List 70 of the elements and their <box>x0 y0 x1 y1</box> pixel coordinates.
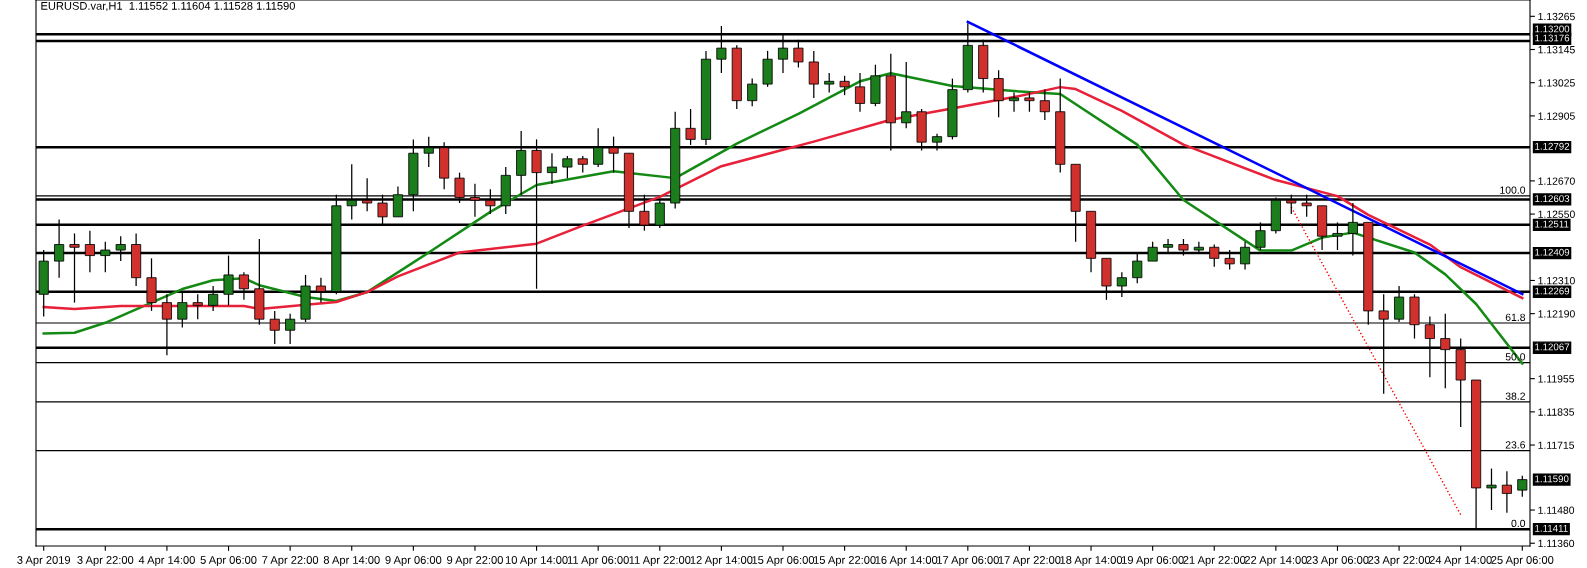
candlestick <box>1501 470 1512 514</box>
y-tick-label: 1.12190 <box>1538 310 1575 318</box>
candlestick <box>854 72 866 113</box>
candlestick <box>808 50 819 99</box>
candlestick <box>901 61 912 129</box>
y-tick-label: 1.11715 <box>1538 441 1575 449</box>
ref-line-label: 1.12603 <box>1535 195 1570 203</box>
ref-line-label: 1.12511 <box>1535 220 1569 228</box>
x-tick-label: 8 Apr 14:00 <box>323 556 380 567</box>
candlestick <box>747 77 758 107</box>
candlestick <box>562 155 573 179</box>
x-tick-label: 3 Apr 22:00 <box>77 556 134 567</box>
x-tick-label: 19 Apr 06:00 <box>1121 556 1184 567</box>
x-tick-label: 9 Apr 22:00 <box>447 556 503 567</box>
line-series <box>42 85 1524 311</box>
ref-line-label: 1.13176 <box>1535 34 1570 42</box>
x-tick-label: 17 Apr 22:00 <box>998 556 1061 567</box>
candlestick <box>1039 88 1050 121</box>
x-tick-label: 3 Apr 2019 <box>17 556 71 567</box>
x-tick-label: 23 Apr 06:00 <box>1306 556 1369 567</box>
ref-line-label: 1.11411 <box>1535 524 1568 532</box>
x-tick-label: 22 Apr 14:00 <box>1244 556 1307 567</box>
x-tick-label: 11 Apr 22:00 <box>629 556 691 567</box>
x-tick-label: 17 Apr 06:00 <box>937 556 999 567</box>
x-tick-label: 18 Apr 14:00 <box>1060 556 1123 567</box>
x-tick-label: 21 Apr 22:00 <box>1183 556 1246 567</box>
y-tick-label: 1.13265 <box>1538 12 1575 21</box>
annotation: 38.2 <box>1505 392 1525 400</box>
line-series <box>42 72 1524 365</box>
candlestick <box>824 72 835 94</box>
x-tick-label: 24 Apr 14:00 <box>1429 556 1492 567</box>
y-tick-label: 1.12310 <box>1538 276 1575 285</box>
candlestick <box>993 69 1004 118</box>
x-tick-label: 10 Apr 14:00 <box>505 556 568 567</box>
candlestick <box>1008 91 1020 113</box>
chart-title: EURUSD.var,H1 1.11552 1.11604 1.11528 1.11590 <box>41 1 295 12</box>
y-tick-label: 1.11480 <box>1538 506 1575 514</box>
candlestick <box>1024 91 1035 113</box>
x-tick-label: 25 Apr 06:00 <box>1491 556 1554 567</box>
x-tick-label: 23 Apr 22:00 <box>1368 556 1431 567</box>
y-tick-label: 1.12550 <box>1538 210 1575 218</box>
x-tick-label: 16 Apr 14:00 <box>875 556 938 567</box>
x-tick-label: 12 Apr 14:00 <box>690 556 753 567</box>
annotation: 0.0 <box>1511 519 1526 528</box>
candlestick <box>546 152 558 185</box>
x-tick-label: 7 Apr 22:00 <box>262 556 319 567</box>
y-tick-label: 1.13145 <box>1538 46 1575 54</box>
annotation: 100.0 <box>1500 186 1526 194</box>
y-tick-label: 1.11955 <box>1538 375 1575 383</box>
y-tick-label: 1.11835 <box>1538 408 1575 416</box>
candlestick <box>1486 467 1497 511</box>
ref-line-label: 1.12269 <box>1535 287 1570 295</box>
y-tick-label: 1.12670 <box>1538 177 1575 185</box>
y-tick-label: 1.12905 <box>1538 112 1575 120</box>
candlestick <box>839 75 850 96</box>
annotation: 23.6 <box>1505 441 1526 449</box>
x-tick-label: 15 Apr 22:00 <box>813 556 876 567</box>
ref-line-label: 1.12792 <box>1535 142 1570 150</box>
y-tick-label: 1.11360 <box>1538 539 1575 548</box>
y-tick-label: 1.13025 <box>1538 79 1575 87</box>
x-tick-label: 11 Apr 06:00 <box>567 556 629 567</box>
x-tick-label: 4 Apr 14:00 <box>138 556 195 567</box>
text: 1.11590 <box>1535 475 1569 483</box>
x-tick-label: 15 Apr 06:00 <box>752 556 815 567</box>
ref-line-label: 1.13200 <box>1535 25 1570 33</box>
ref-line-label: 1.12409 <box>1535 248 1570 256</box>
annotation: 61.8 <box>1505 313 1526 321</box>
x-tick-label: 9 Apr 06:00 <box>385 556 442 567</box>
ref-line-label: 1.12067 <box>1535 343 1570 351</box>
x-tick-label: 5 Apr 06:00 <box>200 556 257 567</box>
